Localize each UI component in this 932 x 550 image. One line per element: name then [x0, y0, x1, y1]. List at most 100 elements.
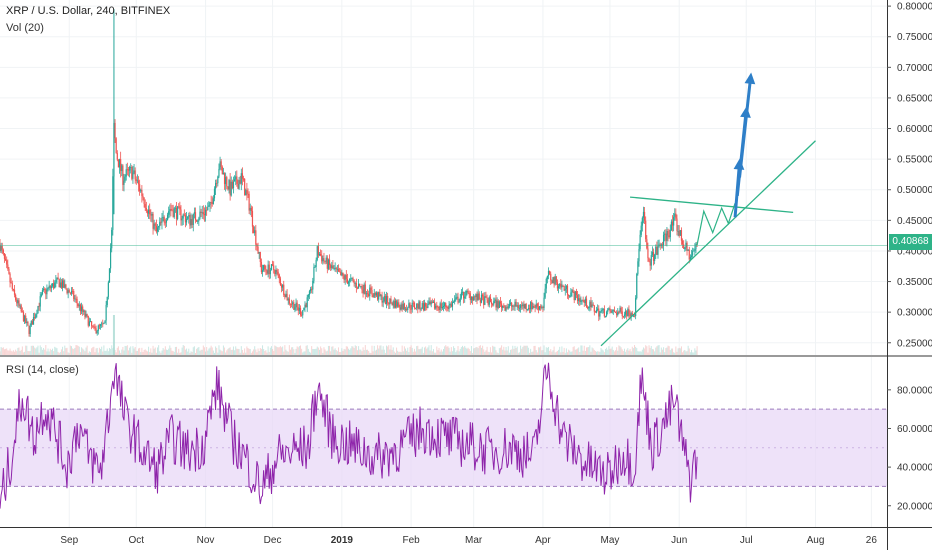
candle-body — [228, 180, 230, 190]
volume-bar — [339, 351, 341, 355]
candle-body — [12, 289, 15, 290]
candle-body — [178, 206, 180, 208]
volume-bar — [211, 347, 213, 355]
candle-body — [459, 297, 461, 302]
candle-body — [284, 294, 286, 298]
candle-body — [347, 281, 350, 284]
candle-body — [581, 299, 583, 301]
volume-bar — [230, 349, 232, 355]
volume-bar — [306, 345, 308, 355]
candle-body — [492, 304, 494, 305]
candle-body — [48, 285, 50, 288]
resistance-trendline[interactable] — [629, 196, 794, 214]
candle-body — [80, 306, 83, 312]
volume-bar — [116, 347, 118, 355]
volume-bar — [459, 348, 461, 355]
candle-body — [144, 204, 146, 208]
volume-bar — [410, 345, 412, 355]
candle-body — [545, 278, 547, 289]
candle-body — [533, 306, 535, 308]
volume-bar — [533, 346, 535, 355]
symbol-title[interactable]: XRP / U.S. Dollar, 240, BITFINEX — [6, 5, 171, 17]
candle-body — [175, 207, 178, 220]
volume-bar — [399, 351, 401, 355]
volume-bar — [86, 345, 88, 355]
volume-bar — [149, 352, 151, 355]
volume-label[interactable]: Vol (20) — [6, 22, 44, 34]
candle-body — [18, 300, 20, 306]
candle-body — [375, 292, 378, 296]
candle-body — [42, 288, 45, 290]
volume-bar — [72, 348, 74, 355]
volume-bars — [0, 315, 698, 355]
volume-bar — [449, 351, 451, 355]
candle-body — [665, 233, 667, 241]
candle-body — [232, 181, 235, 189]
time-tick-label: Dec — [264, 535, 282, 546]
candle-body — [603, 308, 605, 317]
candle-body — [259, 251, 261, 263]
candle-body — [411, 302, 413, 310]
candle-body — [22, 312, 25, 322]
projection-zigzag[interactable] — [696, 203, 736, 245]
volume-bar — [55, 347, 57, 355]
volume-bar — [76, 345, 78, 355]
volume-bar — [692, 352, 694, 355]
candle-body — [238, 180, 240, 189]
volume-bar — [476, 346, 478, 355]
volume-bar — [18, 347, 20, 355]
volume-bar — [660, 347, 662, 355]
candle-body — [1, 246, 3, 250]
candle-body — [357, 283, 360, 289]
candle-body — [441, 307, 443, 309]
candle-body — [171, 209, 173, 211]
time-axis[interactable]: Sep Oct Nov Dec 2019 Feb Mar Apr May Jun Jul Aug 26 — [60, 535, 877, 546]
rsi-label[interactable]: RSI (14, close) — [6, 364, 79, 376]
volume-bar — [83, 349, 85, 355]
volume-bar — [259, 348, 261, 355]
candle-body — [439, 303, 441, 310]
support-trendline[interactable] — [600, 140, 816, 347]
projection-arrowhead[interactable] — [744, 72, 756, 85]
candle-body — [364, 284, 366, 295]
candle-body — [159, 221, 161, 227]
candle-body — [566, 285, 569, 295]
volume-bar — [530, 348, 532, 355]
candle-body — [211, 202, 213, 205]
volume-bar — [397, 350, 399, 355]
projection-arrow-shaft[interactable] — [738, 76, 753, 178]
volume-bar — [31, 345, 33, 355]
candle-body — [688, 249, 690, 260]
candle-body — [349, 278, 351, 282]
candle-body — [101, 323, 103, 325]
drawings[interactable] — [600, 72, 816, 347]
candle-body — [76, 298, 78, 304]
time-tick-label: Nov — [197, 535, 215, 546]
price-axis[interactable]: 0.80000 0.75000 0.70000 0.65000 0.60000 0.550… — [887, 2, 932, 350]
volume-bar — [608, 346, 610, 355]
volume-bar — [379, 345, 381, 355]
volume-bar — [135, 351, 137, 355]
volume-bar — [257, 348, 259, 355]
candle-body — [646, 239, 648, 249]
candle-body — [137, 180, 140, 185]
volume-bar — [119, 350, 121, 355]
candle-body — [607, 309, 609, 312]
volume-bar — [225, 352, 227, 355]
candle-body — [345, 275, 347, 280]
volume-bar — [523, 345, 525, 355]
volume-bar — [324, 349, 326, 355]
candle-body — [305, 304, 307, 308]
candle-body — [593, 305, 595, 312]
rsi-axis[interactable]: 80.0000 60.0000 40.0000 20.0000 — [887, 385, 932, 512]
candle-body — [191, 219, 193, 225]
candle-body — [44, 288, 46, 290]
candle-body — [582, 299, 584, 301]
candle-body — [200, 211, 202, 213]
candle-body — [448, 304, 450, 310]
candle-body — [94, 326, 96, 329]
candle-body — [583, 300, 585, 303]
volume-bar — [164, 346, 166, 355]
volume-bar — [227, 348, 229, 355]
